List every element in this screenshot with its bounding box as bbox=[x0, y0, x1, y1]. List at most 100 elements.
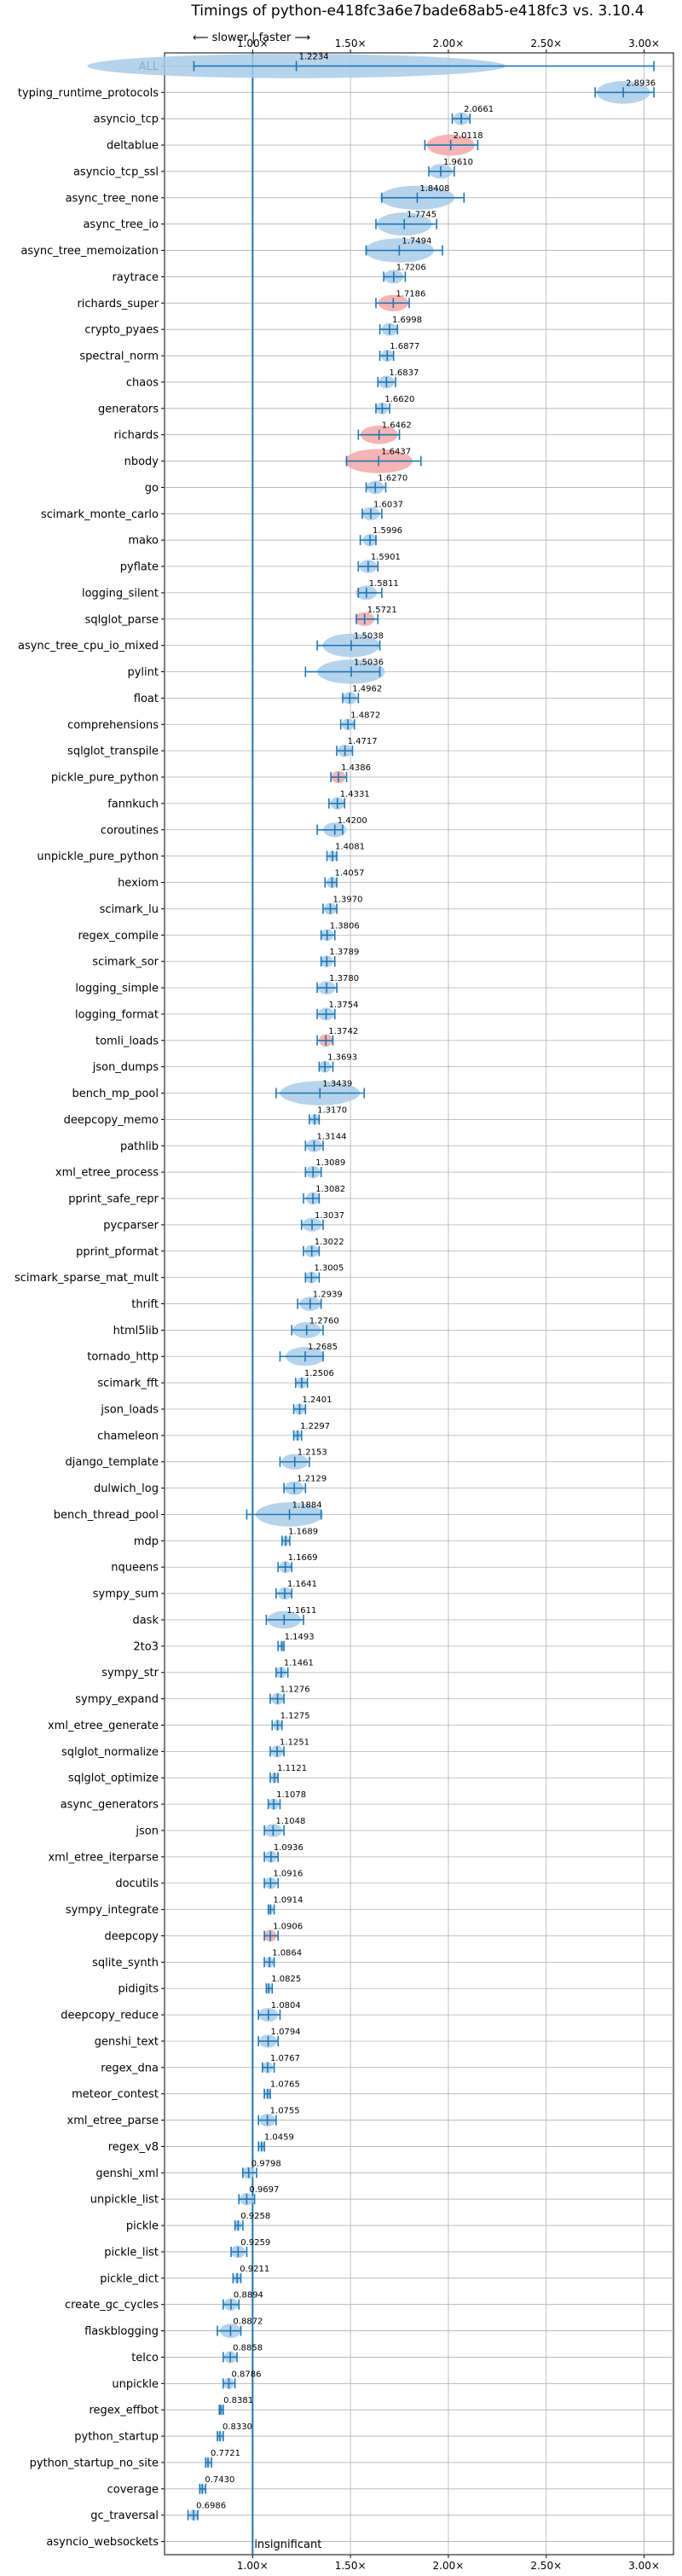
category-label: unpickle_pure_python bbox=[37, 850, 159, 863]
category-label: deltablue bbox=[107, 140, 159, 153]
category-label: tornado_http bbox=[87, 1351, 159, 1364]
value-label: 1.7745 bbox=[407, 211, 436, 220]
value-label: 1.1276 bbox=[280, 1685, 310, 1695]
category-label: richards_super bbox=[77, 298, 159, 310]
category-label: xml_etree_iterparse bbox=[48, 1851, 159, 1864]
value-label: 1.2129 bbox=[297, 1475, 327, 1484]
value-label: 0.8330 bbox=[223, 2422, 252, 2432]
value-label: 1.3439 bbox=[322, 1080, 352, 1089]
category-label: thrift bbox=[131, 1298, 159, 1311]
value-label: 1.3754 bbox=[329, 1001, 359, 1010]
category-label: richards bbox=[114, 429, 159, 442]
value-label: 1.8408 bbox=[419, 184, 449, 194]
value-label: 1.1689 bbox=[288, 1527, 318, 1536]
category-label: python_startup_no_site bbox=[30, 2457, 159, 2469]
value-label: 1.3970 bbox=[332, 895, 362, 904]
value-label: 1.1048 bbox=[275, 1817, 305, 1826]
category-label: generators bbox=[98, 403, 159, 415]
category-label: logging_format bbox=[75, 1008, 159, 1021]
value-label: 1.3144 bbox=[317, 1132, 347, 1141]
value-label: 1.5996 bbox=[373, 526, 402, 536]
value-label: 1.2401 bbox=[302, 1395, 332, 1405]
category-label: coroutines bbox=[101, 824, 159, 837]
category-label: pprint_safe_repr bbox=[68, 1193, 159, 1206]
category-label: sympy_expand bbox=[75, 1693, 159, 1706]
category-label: pathlib bbox=[120, 1140, 159, 1153]
x-tick-label-top: 2.50× bbox=[530, 38, 562, 49]
insignificant-note: insignificant bbox=[254, 2538, 321, 2551]
value-label: 2.0118 bbox=[454, 131, 483, 141]
value-label: 0.7430 bbox=[205, 2475, 234, 2485]
category-label: spectral_norm bbox=[79, 351, 159, 363]
category-label: json_loads bbox=[100, 1403, 159, 1416]
category-label: regex_v8 bbox=[108, 2141, 159, 2154]
value-label: 1.1611 bbox=[286, 1606, 316, 1616]
category-label: python_startup bbox=[74, 2431, 159, 2444]
category-label: sympy_str bbox=[101, 1667, 159, 1680]
category-label: meteor_contest bbox=[72, 2088, 159, 2101]
value-label: 1.6998 bbox=[392, 316, 422, 325]
value-label: 1.0794 bbox=[271, 2028, 301, 2037]
x-tick-label-top: 1.50× bbox=[335, 38, 367, 49]
category-label: go bbox=[145, 482, 159, 495]
category-label: asyncio_tcp bbox=[94, 113, 159, 126]
value-label: 1.5811 bbox=[369, 579, 399, 589]
value-label: 1.3170 bbox=[317, 1105, 347, 1115]
value-label: 1.3005 bbox=[314, 1264, 344, 1273]
value-label: 1.5038 bbox=[354, 632, 384, 641]
value-label: 1.1641 bbox=[287, 1580, 317, 1589]
category-label: 2to3 bbox=[133, 1640, 159, 1653]
value-label: 0.9259 bbox=[240, 2238, 270, 2248]
value-label: 1.5901 bbox=[371, 553, 401, 562]
value-label: 0.9258 bbox=[240, 2212, 270, 2221]
value-label: 1.0459 bbox=[264, 2132, 294, 2142]
category-label: asyncio_tcp_ssl bbox=[73, 165, 159, 178]
category-label: deepcopy_reduce bbox=[61, 2010, 159, 2022]
category-label: tomli_loads bbox=[95, 1035, 159, 1047]
value-label: 1.1461 bbox=[284, 1659, 314, 1668]
value-label: 1.0765 bbox=[270, 2080, 300, 2090]
category-label: genshi_text bbox=[95, 2035, 159, 2048]
category-label: pycparser bbox=[103, 1219, 159, 1232]
category-label: genshi_xml bbox=[95, 2167, 159, 2180]
value-label: 1.3693 bbox=[327, 1053, 357, 1063]
category-label: xml_etree_process bbox=[55, 1167, 159, 1180]
value-label: 1.3789 bbox=[329, 948, 359, 957]
category-label: dask bbox=[132, 1614, 159, 1627]
value-label: 1.0804 bbox=[271, 2001, 301, 2010]
category-label: sqlglot_parse bbox=[85, 613, 159, 626]
direction-note: ⟵ slower | faster ⟶ bbox=[193, 32, 310, 44]
value-label: 0.6986 bbox=[196, 2502, 226, 2511]
value-label: 1.4962 bbox=[352, 684, 382, 693]
category-label: scimark_lu bbox=[100, 903, 159, 916]
value-label: 0.9211 bbox=[240, 2265, 269, 2274]
value-label: 1.7186 bbox=[396, 289, 425, 299]
category-label: pickle_dict bbox=[100, 2272, 159, 2285]
value-label: 1.2685 bbox=[308, 1343, 338, 1352]
category-label: chaos bbox=[126, 376, 159, 389]
x-tick-label-bottom: 2.50× bbox=[530, 2560, 562, 2572]
value-label: 1.1121 bbox=[277, 1764, 307, 1773]
value-label: 1.3082 bbox=[315, 1185, 345, 1194]
category-label: regex_effbot bbox=[89, 2405, 159, 2417]
x-tick-label-top: 3.00× bbox=[628, 38, 660, 49]
value-label: 1.3780 bbox=[329, 974, 359, 983]
category-label: pickle_list bbox=[104, 2246, 159, 2259]
category-label: nbody bbox=[124, 455, 159, 468]
category-label: xml_etree_generate bbox=[48, 1720, 159, 1732]
value-label: 1.6837 bbox=[389, 368, 419, 378]
value-label: 1.6620 bbox=[384, 395, 414, 404]
value-label: 0.7721 bbox=[211, 2449, 240, 2458]
category-label: sqlglot_transpile bbox=[67, 746, 159, 758]
category-label: mako bbox=[128, 535, 159, 548]
value-label: 1.6877 bbox=[390, 342, 419, 351]
category-label: pidigits bbox=[118, 1983, 159, 1996]
value-label: 0.9798 bbox=[251, 2159, 281, 2168]
category-label: async_tree_memoization bbox=[20, 245, 159, 258]
value-label: 1.1884 bbox=[292, 1500, 322, 1510]
x-tick-label-bottom: 3.00× bbox=[628, 2560, 660, 2572]
category-label: json bbox=[135, 1825, 159, 1837]
category-label: docutils bbox=[115, 1877, 159, 1890]
value-label: 1.1493 bbox=[285, 1633, 315, 1642]
